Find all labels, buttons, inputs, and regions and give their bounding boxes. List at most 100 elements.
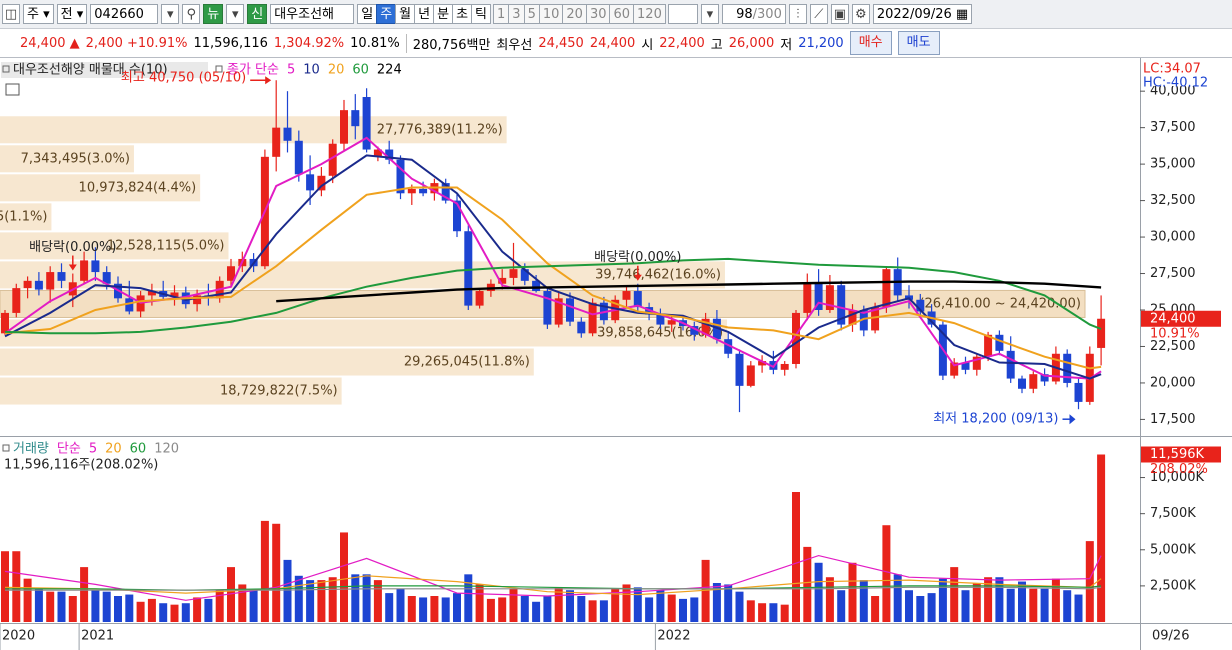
buy-button[interactable]: 매수 (849, 31, 892, 55)
candle-body (362, 97, 371, 150)
dropdown[interactable]: ▾ (161, 4, 180, 24)
legend-entry: 120 (154, 442, 179, 457)
indicator-label: LC:34.07 (1143, 62, 1201, 77)
interval-button[interactable]: 1 (493, 4, 510, 24)
candle-body (396, 159, 405, 194)
volume-bar (792, 492, 800, 622)
volume-bar (972, 583, 981, 622)
volume-bar (136, 601, 145, 622)
volume-bar (509, 588, 518, 622)
layout-icon[interactable]: ◫ (2, 4, 20, 24)
new-button[interactable]: 신 (247, 4, 268, 24)
interval-button[interactable]: 10 (538, 4, 564, 24)
volume-ratio: 1,304.92% (273, 35, 345, 51)
period-button[interactable]: 틱 (471, 4, 491, 24)
candle-body (916, 299, 925, 312)
dividend-annotation: 배당락(0.00%) (594, 250, 681, 265)
arrow-head (633, 274, 642, 281)
y-tick-label: 40,000 (1150, 84, 1196, 99)
volume-profile-label: 7,343,495(3.0%) (21, 151, 130, 166)
interval-button[interactable]: 3 (508, 4, 525, 24)
high-label: 고 (710, 37, 723, 53)
legend-icon (215, 65, 223, 73)
candle-body (498, 277, 507, 284)
price-tag-label: 24,400 (1150, 311, 1196, 326)
volume-tag-label: 11,596K (1150, 447, 1204, 462)
candle-body (792, 312, 800, 364)
volume-bar (170, 604, 179, 622)
volume-bar (396, 588, 405, 622)
count-box[interactable]: 98/300 (721, 4, 786, 24)
candle-body (23, 280, 32, 289)
y-tick-label: 20,000 (1150, 375, 1196, 390)
period-button[interactable]: 초 (452, 4, 473, 24)
bid: 24,400 (589, 35, 636, 51)
volume-bar (622, 584, 631, 622)
dropdown[interactable]: ▾ (700, 4, 719, 24)
volume-bar (1, 551, 9, 622)
ma-line (4, 257, 1102, 335)
candle-body (701, 318, 710, 335)
candle-body (532, 280, 541, 292)
volume-bar (249, 590, 258, 622)
period-button[interactable]: 주 (376, 4, 397, 24)
volume-bar (746, 600, 755, 622)
chart-type-icon[interactable]: ⫶ (788, 4, 807, 24)
volume-bar (701, 559, 710, 622)
candle-body (34, 280, 43, 290)
price-value: 24,400 (20, 35, 66, 51)
search-icon[interactable]: ⚲ (182, 4, 201, 24)
candle-body (340, 110, 348, 144)
volume-bar (905, 590, 913, 622)
volume-bar (938, 578, 947, 622)
interval-button[interactable]: 60 (609, 4, 635, 24)
candle-body (509, 269, 518, 278)
candle-body (520, 269, 529, 281)
period-button[interactable]: 일 (357, 4, 378, 24)
interval-button[interactable]: 120 (633, 4, 666, 24)
name: 대우조선해 (274, 7, 335, 22)
volume-bar (882, 525, 891, 622)
volume-bar (825, 577, 834, 622)
interval-input[interactable] (667, 4, 698, 24)
news-button[interactable]: 뉴 (203, 4, 224, 24)
period-button[interactable]: 분 (433, 4, 454, 24)
legend-entry: 224 (377, 63, 402, 78)
settings-icon[interactable]: ⚙ (851, 4, 870, 24)
volume-bar (34, 588, 43, 622)
candle-body (125, 298, 134, 312)
date-input[interactable]: 2022/09/26 ▦ (872, 4, 973, 24)
save-icon[interactable]: ▣ (830, 4, 849, 24)
dividend-annotation: 배당락(0.00%) (29, 240, 116, 255)
volume-bar (294, 575, 303, 622)
draw-icon[interactable]: ⟋ (809, 4, 828, 24)
volume-bar (712, 583, 721, 622)
candle-body (46, 272, 55, 290)
volume-profile-label: 39,746,462(16.0%) (595, 267, 721, 282)
interval-button[interactable]: 5 (523, 4, 540, 24)
volume-bar (588, 600, 597, 622)
ma-line (276, 280, 1102, 303)
sell-button[interactable]: 매도 (897, 31, 940, 55)
y-tick-label: 27,500 (1150, 266, 1196, 281)
candle-body (972, 356, 981, 370)
volume-bar (927, 593, 936, 622)
volume-profile-band (0, 348, 534, 376)
y-tick-label: 10,000K (1150, 470, 1204, 485)
volume-bar (373, 580, 382, 622)
legend-entry: 20 (328, 63, 345, 78)
mode-select[interactable]: 주 ▾ (23, 4, 54, 24)
candle-body (328, 143, 337, 176)
period-button[interactable]: 월 (395, 4, 416, 24)
interval-button[interactable]: 20 (562, 4, 587, 24)
dropdown[interactable]: ▾ (226, 4, 245, 24)
prev-select[interactable]: 전 ▾ (56, 4, 88, 24)
candle-body (859, 310, 868, 331)
volume-bar (475, 584, 484, 622)
code-input[interactable]: 042660 (90, 4, 159, 24)
volume-bar (57, 591, 66, 622)
interval-button[interactable]: 30 (585, 4, 611, 24)
period-button[interactable]: 년 (414, 4, 435, 24)
candle-body (746, 365, 755, 386)
open-label: 시 (641, 37, 654, 53)
